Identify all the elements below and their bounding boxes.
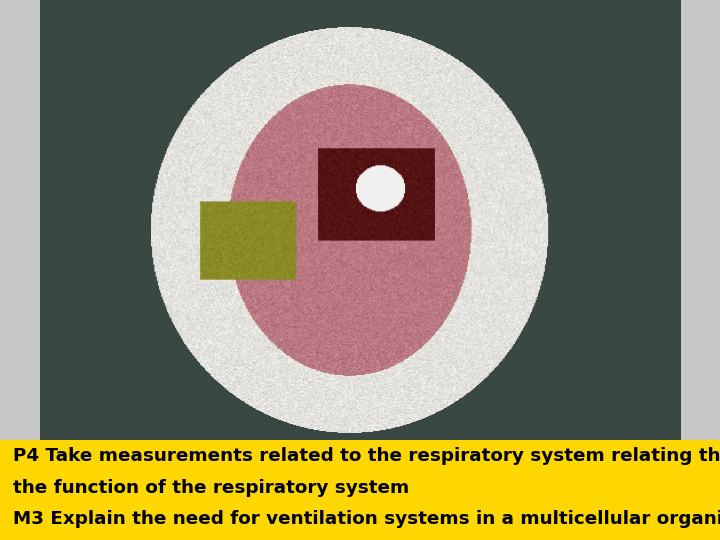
Text: M3 Explain the need for ventilation systems in a multicellular organism: M3 Explain the need for ventilation syst…: [13, 510, 720, 529]
FancyBboxPatch shape: [0, 440, 720, 540]
Text: P4 Take measurements related to the respiratory system relating the results to: P4 Take measurements related to the resp…: [13, 447, 720, 465]
Text: the function of the respiratory system: the function of the respiratory system: [13, 478, 409, 497]
